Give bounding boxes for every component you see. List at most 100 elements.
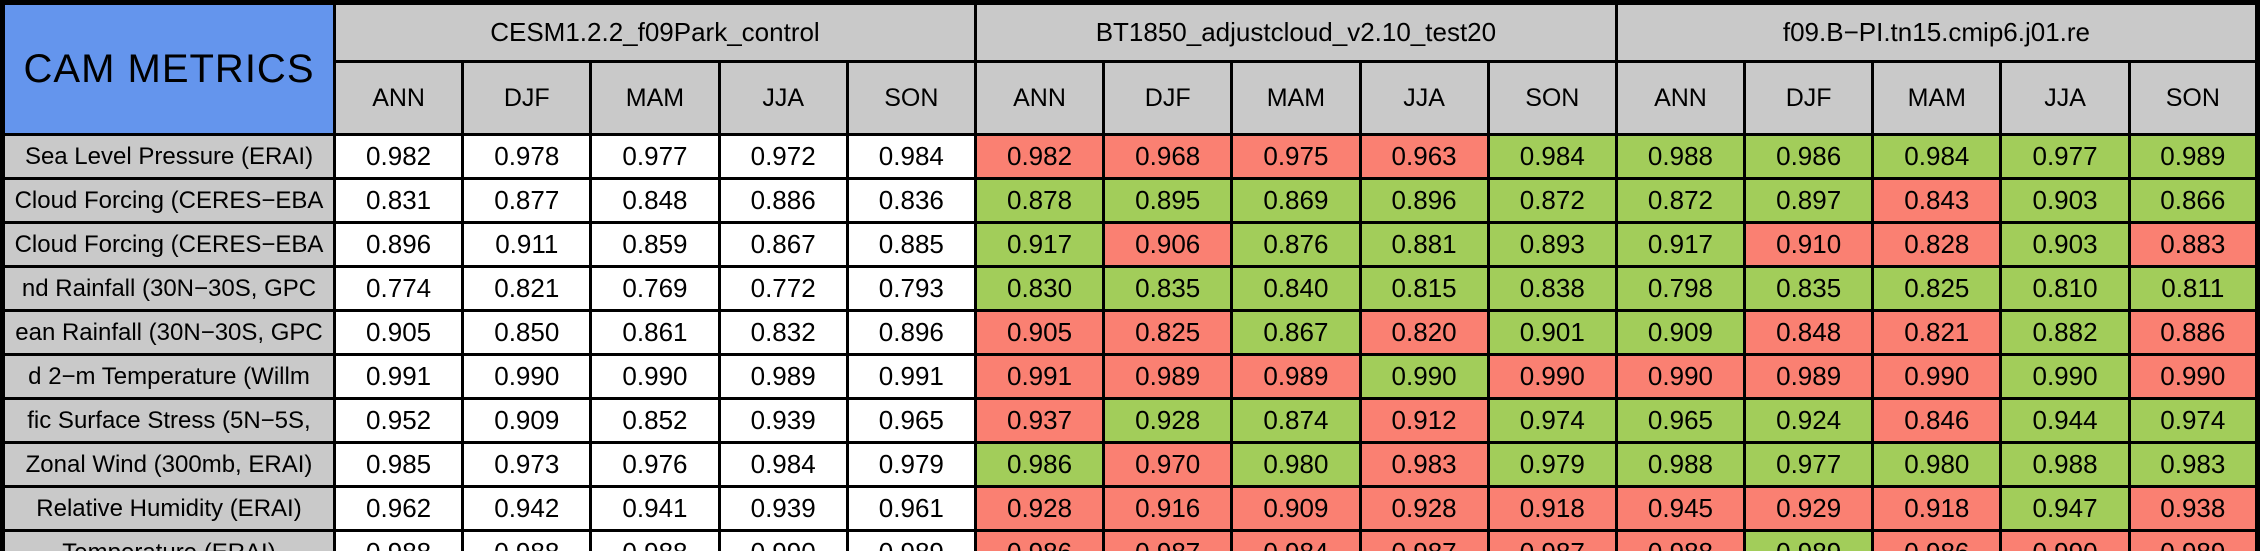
metric-value-cell: 0.872 [1486,177,1618,224]
table-row: d 2−m Temperature (Willm 0.991 0.990 0.990 0… [1,353,2260,400]
metric-value-cell: 0.878 [973,177,1106,224]
metric-value-cell: 0.988 [1614,133,1747,180]
metric-value-cell: 0.977 [1999,133,2131,180]
metric-value-cell: 0.821 [461,265,593,312]
table-row: Zonal Wind (300mb, ERAI) 0.985 0.973 0.976 0… [1,441,2260,488]
model-header-1: CESM1.2.2_f09Park_control [333,1,977,63]
metric-value-cell: 0.986 [1743,133,1875,180]
table-row: Relative Humidity (ERAI) 0.962 0.942 0.941 0… [1,485,2260,532]
metric-value-cell: 0.977 [589,133,721,180]
metric-value-cell: 0.850 [461,309,593,356]
metric-value-cell: 0.832 [717,309,849,356]
season-header-mam: MAM [1230,60,1362,136]
season-header-jja: JJA [717,60,849,136]
metric-value-cell: 0.895 [1102,177,1234,224]
metric-value-cell: 0.984 [1871,133,2003,180]
metric-value-cell: 0.987 [1486,529,1618,551]
table-header: CAM METRICS CESM1.2.2_f09Park_control BT… [1,1,2260,136]
metric-value-cell: 0.944 [1999,397,2131,444]
metric-value-cell: 0.917 [973,221,1106,268]
metric-row-label: fic Surface Stress (5N−5S, [1,397,336,444]
metric-value-cell: 0.928 [973,485,1106,532]
season-header-jja: JJA [1358,60,1490,136]
metric-value-cell: 0.881 [1358,221,1490,268]
metric-value-cell: 0.929 [1743,485,1875,532]
metric-value-cell: 0.974 [1486,397,1618,444]
metric-value-cell: 0.974 [2127,397,2260,444]
model-header-2: BT1850_adjustcloud_v2.10_test20 [973,1,1618,63]
metric-row-label: Sea Level Pressure (ERAI) [1,133,336,180]
metric-value-cell: 0.976 [589,441,721,488]
metric-value-cell: 0.828 [1871,221,2003,268]
metric-value-cell: 0.988 [332,529,465,551]
table-row: Cloud Forcing (CERES−EBA 0.896 0.911 0.859 0… [1,221,2260,268]
season-header-son: SON [1486,60,1618,136]
metric-value-cell: 0.772 [717,265,849,312]
metric-value-cell: 0.848 [589,177,721,224]
season-header-jja: JJA [1999,60,2131,136]
metric-value-cell: 0.910 [1743,221,1875,268]
metric-value-cell: 0.893 [1486,221,1618,268]
metric-value-cell: 0.986 [973,529,1106,551]
metric-value-cell: 0.896 [332,221,465,268]
metric-value-cell: 0.941 [589,485,721,532]
metric-value-cell: 0.963 [1358,133,1490,180]
metric-value-cell: 0.989 [717,353,849,400]
season-header-ann: ANN [973,60,1106,136]
model-header-3: f09.B−PI.tn15.cmip6.j01.re [1614,1,2260,63]
metric-value-cell: 0.866 [2127,177,2260,224]
metric-value-cell: 0.990 [1871,353,2003,400]
metric-value-cell: 0.968 [1102,133,1234,180]
metric-value-cell: 0.977 [1743,441,1875,488]
metric-value-cell: 0.988 [1614,441,1747,488]
metric-value-cell: 0.896 [1358,177,1490,224]
metric-value-cell: 0.774 [332,265,465,312]
metric-value-cell: 0.916 [1102,485,1234,532]
metric-value-cell: 0.975 [1230,133,1362,180]
season-header-djf: DJF [1743,60,1875,136]
metric-value-cell: 0.989 [2127,529,2260,551]
metric-value-cell: 0.901 [1486,309,1618,356]
metric-row-label: Cloud Forcing (CERES−EBA [1,177,336,224]
metric-row-label: d 2−m Temperature (Willm [1,353,336,400]
metric-value-cell: 0.938 [2127,485,2260,532]
metric-value-cell: 0.836 [845,177,977,224]
metric-value-cell: 0.978 [461,133,593,180]
metric-value-cell: 0.988 [589,529,721,551]
metric-value-cell: 0.905 [332,309,465,356]
metric-value-cell: 0.989 [1230,353,1362,400]
table-row: ean Rainfall (30N−30S, GPC 0.905 0.850 0.86… [1,309,2260,356]
metric-value-cell: 0.988 [461,529,593,551]
season-header-ann: ANN [1614,60,1747,136]
metric-value-cell: 0.909 [461,397,593,444]
metric-value-cell: 0.990 [1358,353,1490,400]
metric-value-cell: 0.825 [1102,309,1234,356]
metric-value-cell: 0.861 [589,309,721,356]
metric-value-cell: 0.984 [717,441,849,488]
season-header-row: ANN DJF MAM JJA SON ANN DJF MAM JJA SON ANN DJF MAM J… [3,60,2260,136]
corner-title: CAM METRICS [1,1,336,136]
metric-value-cell: 0.840 [1230,265,1362,312]
table-row: Temperature (ERAI)0.9880.9880.9880.9900.… [1,529,2260,551]
metric-value-cell: 0.912 [1358,397,1490,444]
metric-value-cell: 0.939 [717,397,849,444]
metric-value-cell: 0.990 [589,353,721,400]
metric-value-cell: 0.848 [1743,309,1875,356]
metric-value-cell: 0.869 [1230,177,1362,224]
metric-value-cell: 0.877 [461,177,593,224]
model-header-row: CAM METRICS CESM1.2.2_f09Park_control BT… [1,1,2260,136]
metric-value-cell: 0.986 [973,441,1106,488]
table-row: nd Rainfall (30N−30S, GPC 0.774 0.821 0.769… [1,265,2260,312]
metric-value-cell: 0.962 [332,485,465,532]
metric-value-cell: 0.905 [973,309,1106,356]
season-header-djf: DJF [461,60,593,136]
metric-value-cell: 0.852 [589,397,721,444]
metric-value-cell: 0.961 [845,485,977,532]
metric-value-cell: 0.911 [461,221,593,268]
metric-value-cell: 0.798 [1614,265,1747,312]
metric-value-cell: 0.838 [1486,265,1618,312]
metric-row-label: Cloud Forcing (CERES−EBA [1,221,336,268]
metric-value-cell: 0.985 [332,441,465,488]
metric-value-cell: 0.990 [1614,353,1747,400]
